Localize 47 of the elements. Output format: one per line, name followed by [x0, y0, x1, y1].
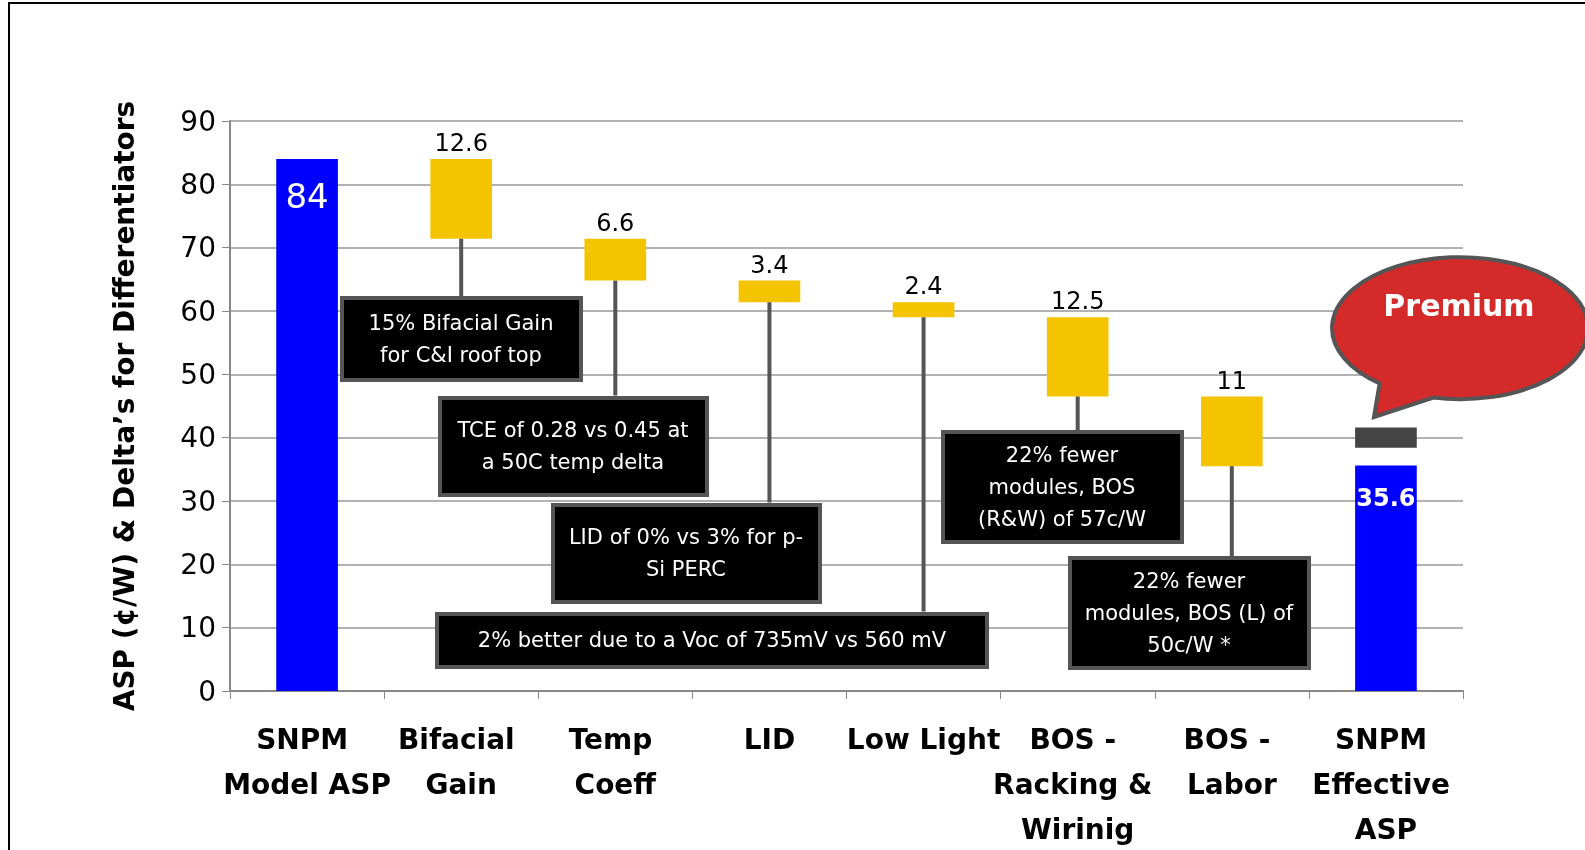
data-label: 6.6	[596, 208, 635, 237]
data-label: 2.4	[904, 272, 943, 301]
x-tick-label: SNPM Effective ASP	[1312, 723, 1460, 846]
bar	[430, 159, 493, 239]
y-tick-label: 90	[180, 104, 216, 138]
y-tick-label: 10	[180, 611, 216, 645]
annotation: 22% fewer modules, BOS (R&W) of 57c/W	[977, 442, 1147, 533]
annotation: Premium	[1382, 288, 1536, 323]
callout-box: 22% fewer modules, BOS (R&W) of 57c/W	[940, 430, 1184, 544]
callout-box: LID of 0% vs 3% for p-Si PERC	[550, 502, 822, 604]
data-label: 3.4	[750, 250, 789, 279]
y-tick-label: 0	[198, 674, 216, 708]
data-label: 84	[285, 176, 329, 216]
x-tick-label: Bifacial Gain	[397, 723, 525, 801]
x-tick-label: Temp Coeff	[568, 723, 662, 801]
data-label: 11	[1216, 366, 1248, 395]
data-label: 35.6	[1356, 483, 1416, 512]
y-tick-label: 30	[180, 484, 216, 518]
callout-box: TCE of 0.28 vs 0.45 at a 50C temp delta	[437, 395, 709, 497]
bar	[1046, 317, 1109, 397]
data-label: 12.6	[434, 129, 488, 157]
x-tick-label: SNPM Model ASP	[223, 723, 391, 801]
y-tick-label: 50	[180, 357, 216, 391]
bar	[1355, 427, 1417, 448]
annotation: LID of 0% vs 3% for p-Si PERC	[567, 524, 805, 583]
annotation: 2% better due to a Voc of 735mV vs 560 mV	[477, 627, 947, 654]
callout-box: 2% better due to a Voc of 735mV vs 560 mV	[435, 611, 989, 669]
data-label: 12.5	[1050, 287, 1105, 316]
bar	[892, 302, 955, 318]
y-axis-title: ASP (¢/W) & Delta’s for Differentiators	[107, 100, 141, 712]
bar	[1355, 465, 1417, 691]
callout-box: 22% fewer modules, BOS (L) of 50c/W *	[1067, 556, 1311, 670]
annotation: 22% fewer modules, BOS (L) of 50c/W *	[1083, 568, 1295, 659]
x-tick-label: BOS - Labor	[1183, 723, 1281, 801]
y-tick-label: 20	[180, 547, 216, 581]
y-tick-label: 70	[180, 231, 216, 265]
annotation: TCE of 0.28 vs 0.45 at a 50C temp delta	[456, 417, 690, 476]
bar	[1200, 396, 1263, 467]
y-tick-label: 80	[180, 167, 216, 201]
bar	[584, 238, 647, 281]
annotation: 15% Bifacial Gain for C&I roof top	[367, 310, 555, 369]
bar	[276, 159, 338, 691]
y-tick-label: 40	[180, 421, 216, 455]
y-tick-label: 60	[180, 294, 216, 328]
callout-box: 15% Bifacial Gain for C&I roof top	[339, 296, 583, 382]
bar	[738, 280, 801, 303]
x-tick-label: LID	[743, 723, 796, 756]
